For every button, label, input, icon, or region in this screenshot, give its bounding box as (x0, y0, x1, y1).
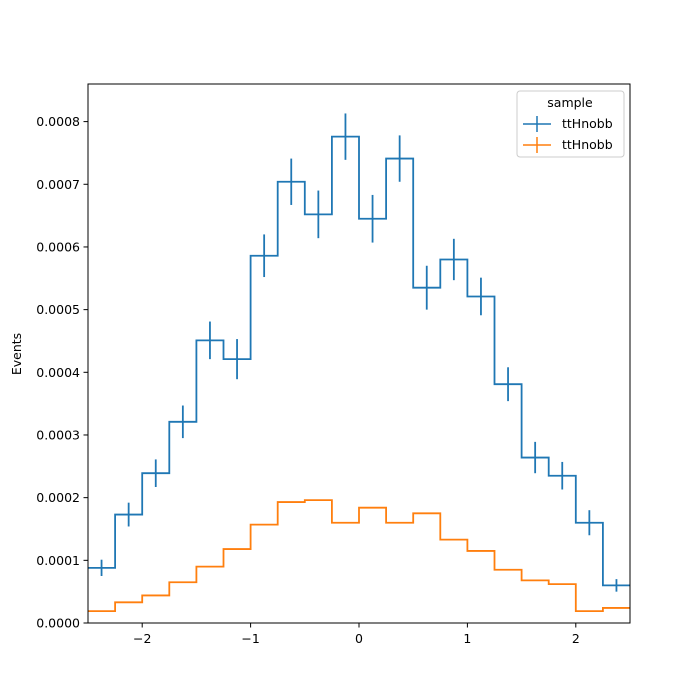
y-axis-label: Events (9, 333, 24, 375)
x-tick-label: 2 (572, 631, 580, 646)
y-tick-label: 0.0001 (36, 553, 80, 568)
y-tick-label: 0.0007 (36, 177, 80, 192)
x-tick-label: −1 (241, 631, 259, 646)
y-tick-label: 0.0005 (36, 302, 80, 317)
series-2-step-line (88, 499, 630, 612)
legend-label-series-1: ttHnobb (562, 116, 613, 131)
y-tick-label: 0.0004 (36, 365, 80, 380)
y-tick-label: 0.0003 (36, 427, 80, 442)
legend-entry-series-2: ttHnobb (523, 137, 613, 153)
legend: sample ttHnobb ttHnobb (516, 90, 625, 158)
histogram-steps (88, 135, 630, 612)
legend-title: sample (547, 95, 593, 110)
x-axis-ticks: −2 −1 0 1 2 (133, 623, 580, 646)
y-tick-label: 0.0000 (36, 616, 80, 631)
x-tick-label: −2 (133, 631, 151, 646)
x-tick-label: 1 (463, 631, 471, 646)
y-tick-label: 0.0002 (36, 490, 80, 505)
legend-entry-series-1: ttHnobb (523, 116, 613, 132)
series-1-step-line (88, 135, 630, 587)
y-tick-label: 0.0008 (36, 114, 80, 129)
legend-label-series-2: ttHnobb (562, 137, 613, 152)
y-tick-label: 0.0006 (36, 239, 80, 254)
x-tick-label: 0 (355, 631, 363, 646)
legend-box (516, 90, 625, 158)
y-axis-ticks: 0.0000 0.0001 0.0002 0.0003 0.0004 0.0005 0.00… (36, 114, 88, 631)
